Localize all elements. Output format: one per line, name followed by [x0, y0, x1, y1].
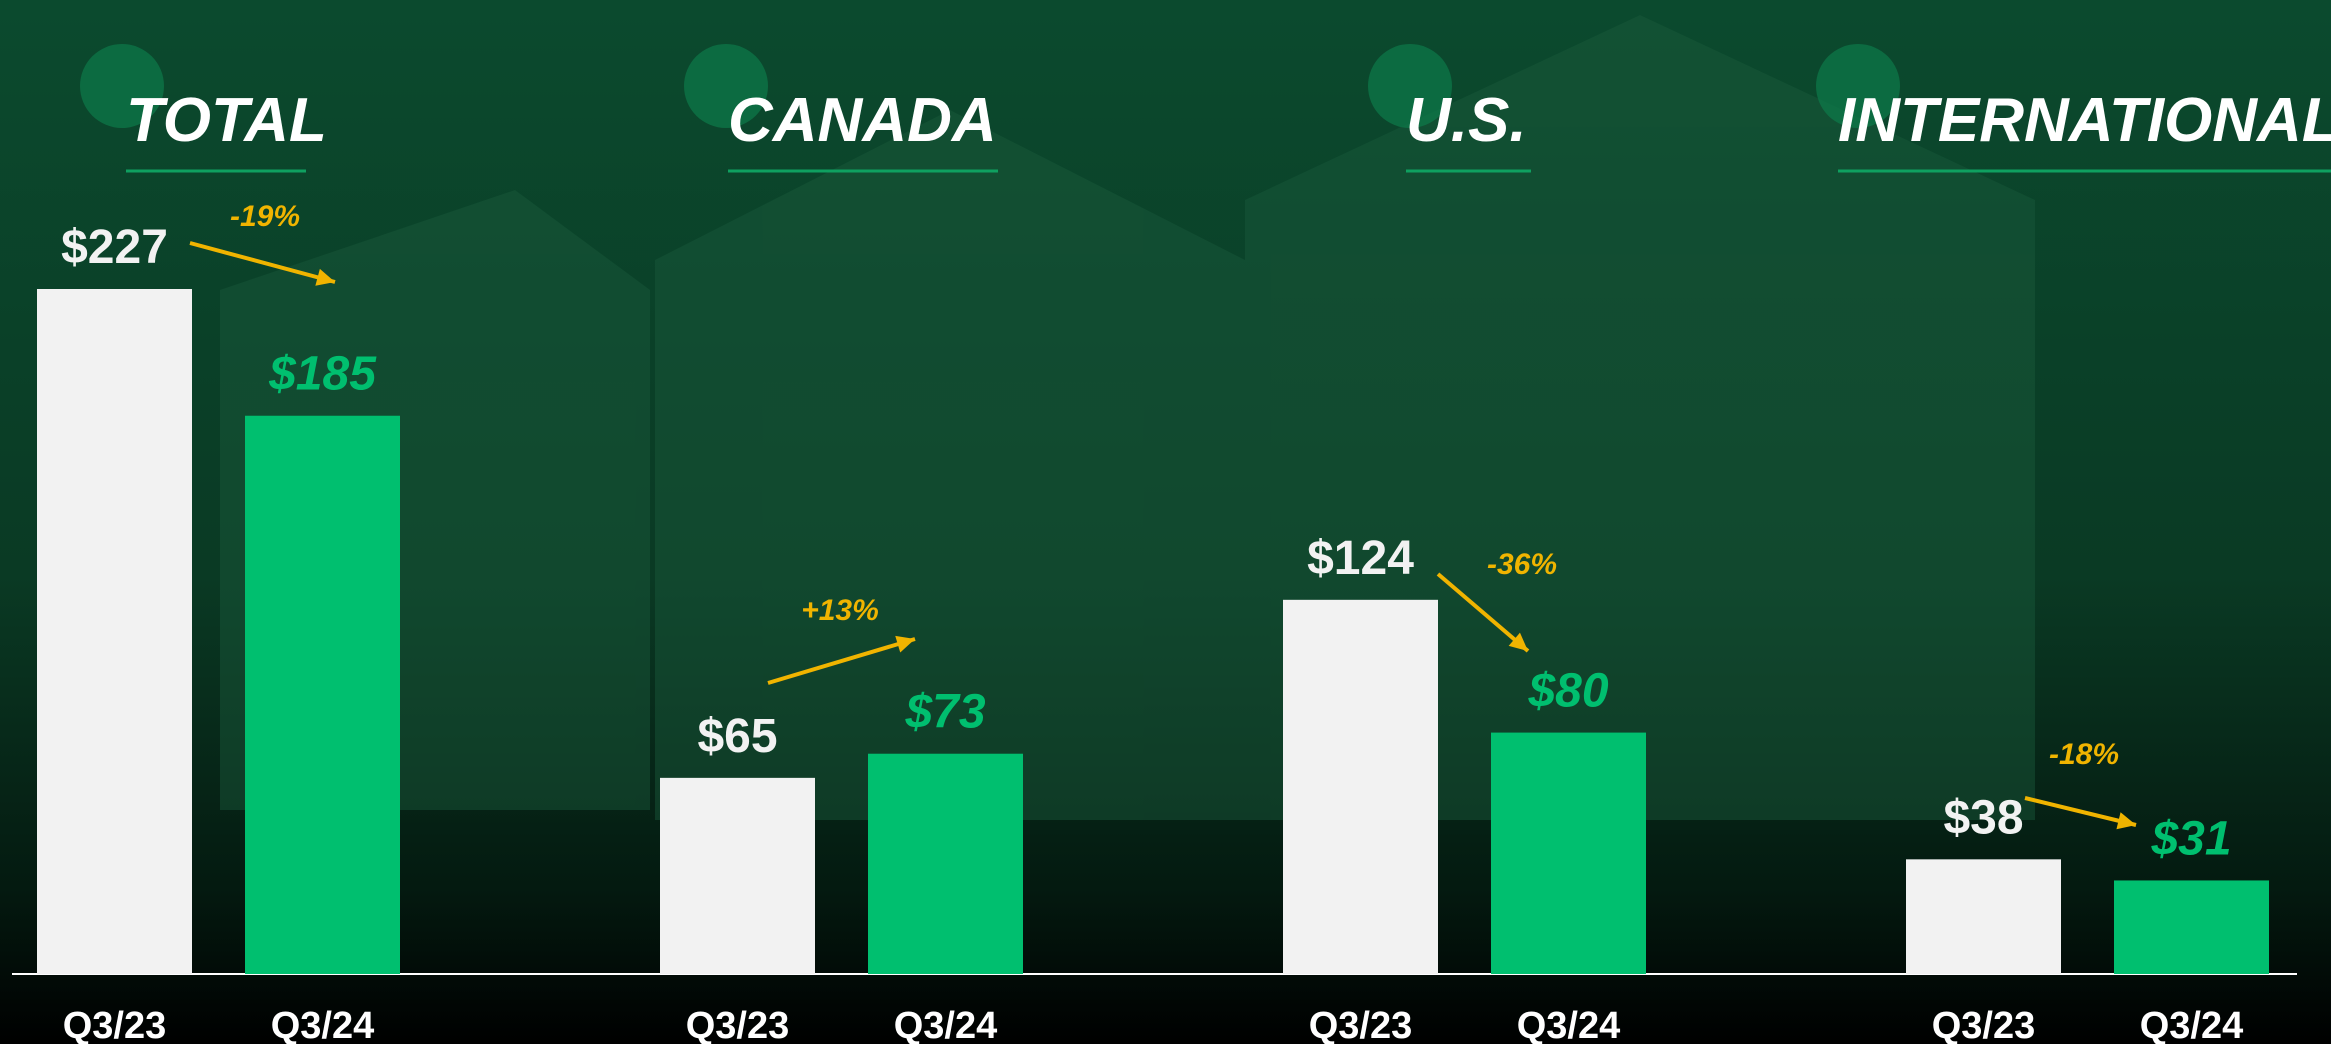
arrow-head	[315, 268, 335, 286]
change-annotation: -18%	[2049, 738, 2119, 771]
x-tick-label: Q3/23	[1309, 1005, 1413, 1044]
value-label: $227	[61, 221, 168, 274]
value-label: $73	[904, 686, 985, 739]
x-tick-label: Q3/24	[271, 1005, 375, 1044]
change-annotation: -36%	[1487, 548, 1557, 581]
x-tick-label: Q3/24	[894, 1005, 998, 1044]
value-label: $65	[697, 710, 777, 763]
value-label: $38	[1943, 791, 2023, 844]
value-label: $31	[2150, 812, 2231, 865]
change-annotation: -19%	[230, 200, 300, 233]
silo-decor	[220, 15, 2035, 820]
bar	[660, 777, 815, 974]
arrow-head	[895, 635, 915, 653]
change-arrow	[2024, 796, 2137, 827]
change-arrow	[1436, 572, 1530, 653]
change-arrow	[189, 241, 336, 284]
title-decor	[80, 44, 1900, 128]
x-tick-label: Q3/23	[1932, 1005, 2036, 1044]
bar	[868, 753, 1023, 974]
change-annotation: +13%	[801, 594, 879, 627]
bar	[1283, 599, 1438, 974]
x-tick-label: Q3/23	[686, 1005, 790, 1044]
bar	[2114, 880, 2269, 974]
arrow-head	[2116, 812, 2136, 830]
group-title: U.S.	[1406, 86, 1527, 155]
value-label: $185	[268, 348, 377, 401]
change-arrow	[767, 637, 916, 685]
x-tick-label: Q3/24	[1517, 1005, 1621, 1044]
group-title: INTERNATIONAL	[1838, 86, 2331, 155]
bar	[37, 289, 192, 974]
bar	[245, 415, 400, 974]
arrow-head	[1508, 632, 1528, 651]
x-tick-label: Q3/23	[63, 1005, 167, 1044]
bar	[1906, 859, 2061, 974]
group-title: CANADA	[728, 86, 997, 155]
group-title: TOTAL	[126, 86, 327, 155]
value-label: $124	[1307, 532, 1414, 585]
x-tick-label: Q3/24	[2140, 1005, 2244, 1044]
value-label: $80	[1527, 665, 1608, 718]
bar	[1491, 732, 1646, 974]
